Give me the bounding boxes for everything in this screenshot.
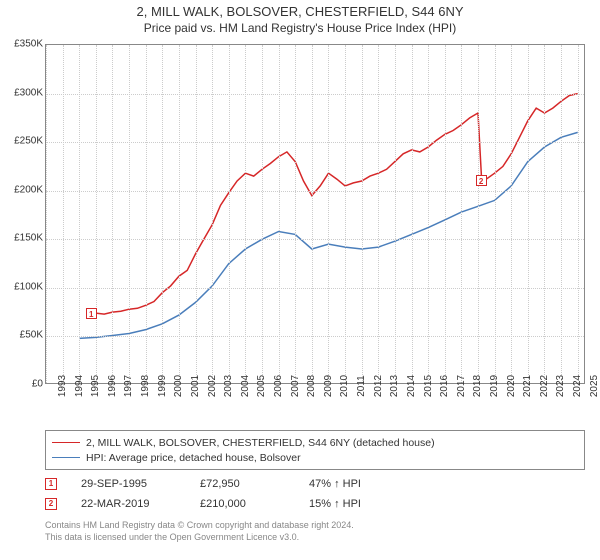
transaction-row: 2 22-MAR-2019 £210,000 15% ↑ HPI bbox=[45, 494, 585, 514]
transaction-row: 1 29-SEP-1995 £72,950 47% ↑ HPI bbox=[45, 474, 585, 494]
y-axis-label: £300K bbox=[14, 87, 43, 98]
footer-line: Contains HM Land Registry data © Crown c… bbox=[45, 520, 585, 532]
transaction-marker: 1 bbox=[45, 478, 57, 490]
transaction-price: £210,000 bbox=[200, 498, 285, 510]
transaction-price: £72,950 bbox=[200, 478, 285, 490]
transaction-marker: 2 bbox=[45, 498, 57, 510]
transaction-date: 29-SEP-1995 bbox=[81, 478, 176, 490]
legend-item: 2, MILL WALK, BOLSOVER, CHESTERFIELD, S4… bbox=[52, 435, 578, 450]
line-chart-svg bbox=[46, 45, 586, 385]
series-price_paid bbox=[92, 94, 578, 315]
legend-swatch bbox=[52, 442, 80, 443]
transaction-rel: 47% ↑ HPI bbox=[309, 478, 361, 490]
transactions: 1 29-SEP-1995 £72,950 47% ↑ HPI 2 22-MAR… bbox=[45, 474, 585, 514]
legend-item: HPI: Average price, detached house, Bols… bbox=[52, 450, 578, 465]
titles: 2, MILL WALK, BOLSOVER, CHESTERFIELD, S4… bbox=[0, 0, 600, 35]
y-axis-label: £150K bbox=[14, 233, 43, 244]
subtitle: Price paid vs. HM Land Registry's House … bbox=[0, 21, 600, 35]
chart-marker: 2 bbox=[476, 175, 487, 186]
legend-swatch bbox=[52, 457, 80, 458]
legend: 2, MILL WALK, BOLSOVER, CHESTERFIELD, S4… bbox=[45, 430, 585, 470]
y-axis-label: £250K bbox=[14, 136, 43, 147]
plot-area: 12 bbox=[45, 44, 585, 384]
y-axis-label: £50K bbox=[20, 330, 43, 341]
x-axis-label: 2025 bbox=[577, 375, 600, 397]
chart-container: 2, MILL WALK, BOLSOVER, CHESTERFIELD, S4… bbox=[0, 0, 600, 560]
y-axis-label: £0 bbox=[32, 379, 43, 390]
y-axis-label: £200K bbox=[14, 184, 43, 195]
y-axis-label: £350K bbox=[14, 39, 43, 50]
legend-label: 2, MILL WALK, BOLSOVER, CHESTERFIELD, S4… bbox=[86, 437, 435, 449]
footer-line: This data is licensed under the Open Gov… bbox=[45, 532, 585, 544]
chart-area: 12 £0£50K£100K£150K£200K£250K£300K£350K1… bbox=[45, 44, 585, 404]
transaction-date: 22-MAR-2019 bbox=[81, 498, 176, 510]
address-title: 2, MILL WALK, BOLSOVER, CHESTERFIELD, S4… bbox=[0, 4, 600, 19]
transaction-rel: 15% ↑ HPI bbox=[309, 498, 361, 510]
legend-label: HPI: Average price, detached house, Bols… bbox=[86, 452, 301, 464]
footer: Contains HM Land Registry data © Crown c… bbox=[45, 520, 585, 543]
chart-marker: 1 bbox=[86, 308, 97, 319]
y-axis-label: £100K bbox=[14, 281, 43, 292]
